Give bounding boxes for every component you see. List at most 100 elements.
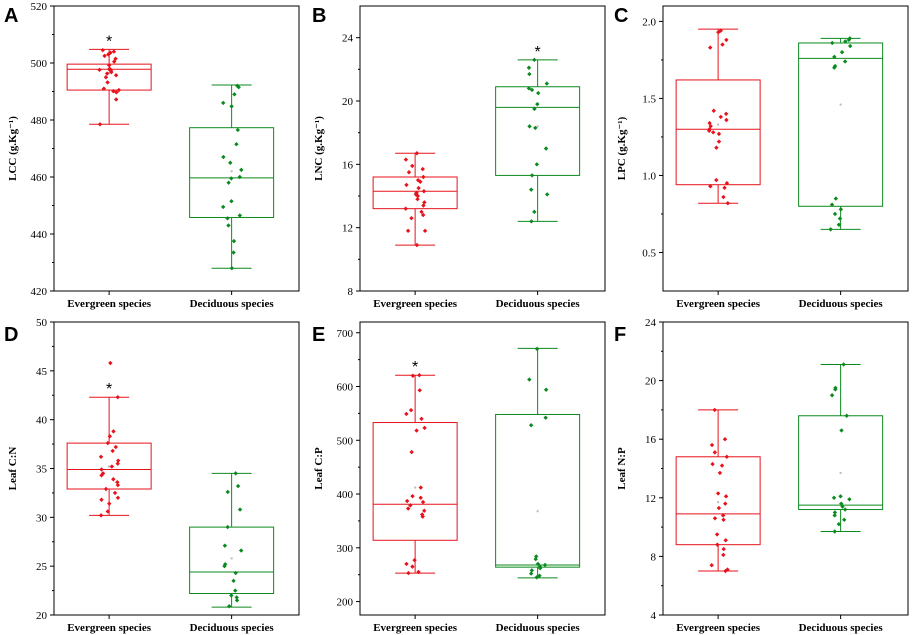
data-point bbox=[97, 67, 102, 73]
y-tick-label: 24 bbox=[342, 33, 354, 45]
mean-marker bbox=[839, 103, 842, 106]
iqr-box bbox=[495, 413, 581, 568]
data-point bbox=[724, 180, 730, 186]
data-point bbox=[420, 212, 426, 218]
panel-letter: D bbox=[4, 324, 18, 346]
data-point bbox=[105, 440, 110, 446]
data-point bbox=[229, 104, 234, 109]
data-point bbox=[709, 562, 714, 568]
data-point bbox=[842, 507, 848, 512]
plot-frame bbox=[53, 5, 300, 292]
y-tick-label: 20 bbox=[645, 376, 657, 388]
data-point bbox=[843, 39, 848, 44]
y-tick-label: 35 bbox=[36, 464, 48, 476]
data-point bbox=[115, 395, 120, 400]
data-point bbox=[113, 97, 119, 102]
data-point bbox=[841, 362, 846, 367]
data-point bbox=[844, 413, 849, 418]
data-point bbox=[418, 485, 423, 490]
y-tick-label: 200 bbox=[337, 597, 354, 609]
box-group-evergreen: * bbox=[66, 360, 152, 518]
data-point bbox=[223, 562, 228, 567]
data-point bbox=[838, 207, 844, 212]
data-point bbox=[237, 213, 243, 218]
data-point bbox=[725, 567, 730, 572]
data-point bbox=[414, 428, 419, 433]
data-point bbox=[723, 494, 729, 499]
panel-letter: E bbox=[312, 324, 325, 346]
data-point bbox=[722, 185, 727, 190]
data-point bbox=[529, 187, 534, 192]
x-category-label: Deciduous species bbox=[496, 622, 581, 634]
data-point bbox=[533, 556, 538, 562]
iqr-box bbox=[798, 42, 884, 207]
data-point bbox=[235, 83, 240, 88]
data-point bbox=[715, 491, 721, 496]
data-point bbox=[534, 346, 540, 352]
data-point bbox=[536, 90, 541, 96]
data-point bbox=[406, 570, 411, 576]
data-point bbox=[717, 470, 723, 476]
data-point bbox=[719, 463, 725, 468]
x-category-label: Evergreen species bbox=[676, 622, 761, 634]
y-tick-label: 45 bbox=[36, 366, 48, 378]
data-point bbox=[111, 89, 116, 94]
data-point bbox=[724, 37, 729, 43]
data-point bbox=[99, 473, 104, 478]
data-point bbox=[98, 454, 104, 459]
data-point bbox=[829, 202, 835, 207]
data-point bbox=[239, 167, 244, 173]
y-tick-label: 500 bbox=[337, 435, 354, 447]
y-tick-label: 0.5 bbox=[642, 247, 656, 259]
data-point bbox=[708, 184, 713, 189]
iqr-box bbox=[372, 422, 458, 541]
data-point bbox=[104, 71, 110, 76]
box-group-evergreen bbox=[675, 407, 761, 574]
y-tick-label: 600 bbox=[337, 382, 354, 394]
data-point bbox=[416, 185, 421, 191]
box-group-deciduous bbox=[798, 362, 884, 534]
data-point bbox=[836, 521, 842, 527]
data-point bbox=[417, 388, 422, 393]
data-point bbox=[831, 495, 837, 500]
mean-marker bbox=[230, 170, 233, 173]
significance-marker: * bbox=[106, 381, 112, 398]
y-tick-label: 12 bbox=[645, 493, 656, 505]
data-point bbox=[720, 42, 725, 47]
plot-frame bbox=[53, 321, 300, 616]
data-point bbox=[415, 196, 420, 202]
box-group-deciduous bbox=[495, 346, 581, 580]
data-point bbox=[232, 92, 237, 97]
data-point bbox=[108, 360, 113, 366]
data-point bbox=[234, 595, 239, 600]
data-point bbox=[721, 552, 726, 558]
data-point bbox=[115, 479, 120, 485]
data-point bbox=[832, 513, 837, 518]
data-point bbox=[410, 163, 415, 169]
y-tick-label: 480 bbox=[31, 115, 48, 127]
data-point bbox=[103, 75, 109, 80]
data-point bbox=[233, 588, 238, 593]
data-point bbox=[419, 416, 424, 421]
x-category-label: Deciduous species bbox=[799, 622, 884, 634]
x-category-label: Evergreen species bbox=[676, 298, 761, 310]
data-point bbox=[409, 449, 414, 455]
y-tick-label: 4 bbox=[651, 610, 657, 622]
iqr-box bbox=[189, 127, 275, 218]
y-tick-label: 50 bbox=[36, 317, 48, 329]
data-point bbox=[837, 216, 843, 221]
data-point bbox=[107, 67, 112, 72]
x-category-label: Evergreen species bbox=[373, 298, 458, 310]
data-point bbox=[712, 516, 718, 521]
data-point bbox=[722, 437, 728, 442]
y-tick-label: 440 bbox=[31, 229, 48, 241]
data-point bbox=[725, 200, 731, 206]
plot-frame bbox=[359, 5, 606, 292]
data-point bbox=[714, 177, 719, 183]
mean-marker bbox=[536, 125, 539, 128]
data-point bbox=[832, 65, 837, 70]
box-group-deciduous bbox=[189, 83, 275, 271]
mean-marker bbox=[717, 501, 720, 504]
data-point bbox=[721, 546, 726, 552]
data-point bbox=[723, 111, 729, 117]
